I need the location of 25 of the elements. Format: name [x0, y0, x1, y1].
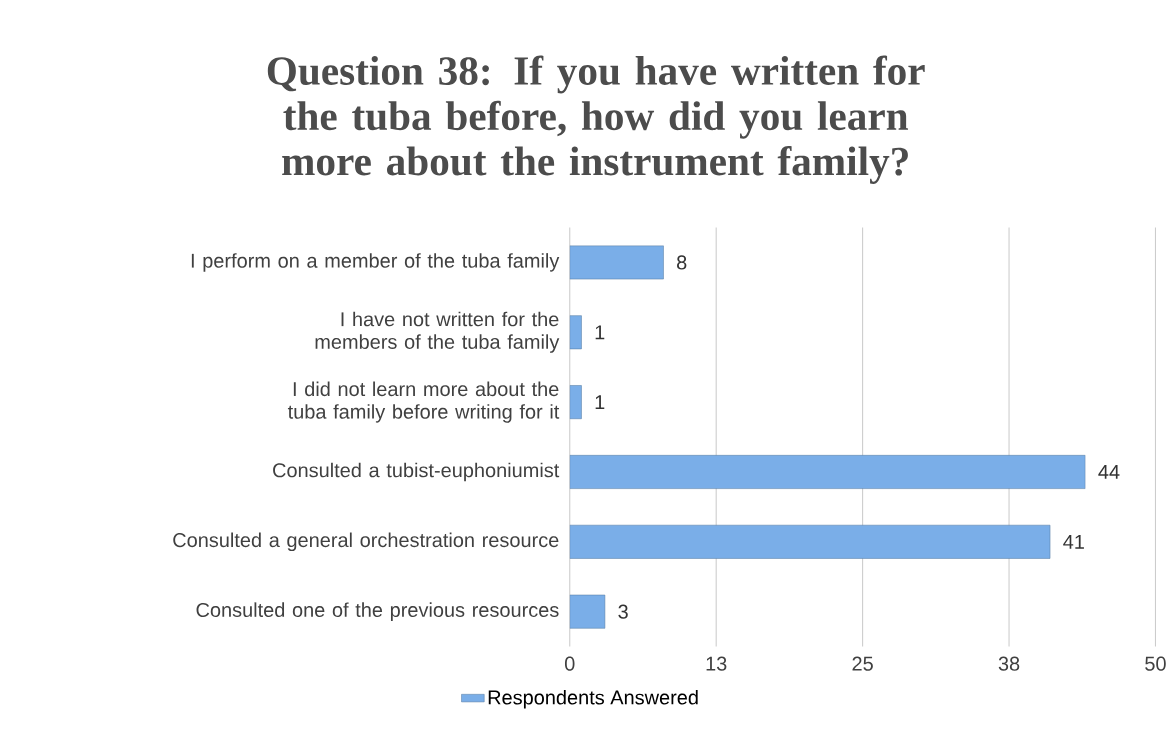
bar: [569, 524, 1051, 559]
y-tick-label: Consulted one of the previous resources: [196, 602, 559, 621]
data-label: 41: [1063, 534, 1084, 549]
chart-title: Question 38: If you have written for the tuba before, how did you learn more about the instrument family?: [267, 55, 925, 184]
data-label: 8: [677, 255, 687, 270]
x-tick-label: 50: [1145, 656, 1166, 671]
bar: [569, 385, 582, 419]
x-tick-label: 25: [852, 656, 873, 671]
bar: [569, 315, 582, 349]
data-label: 3: [618, 604, 628, 619]
bar: [569, 594, 606, 629]
x-tick-label: 38: [998, 656, 1020, 671]
legend-label: Respondents Answered: [488, 689, 698, 709]
data-label: 1: [595, 395, 605, 409]
data-label: 44: [1098, 464, 1120, 479]
y-tick-label: I have not written for the members of the tuba family: [315, 311, 560, 353]
y-tick-label: I perform on a member of the tuba family: [191, 252, 560, 272]
x-tick-label: 0: [564, 656, 575, 671]
bar: [569, 245, 664, 280]
y-tick-label: I did not learn more about the tuba family before writing for it: [287, 381, 560, 423]
y-tick-label: Consulted a general orchestration resource: [173, 532, 559, 551]
data-label: 1: [595, 325, 605, 339]
x-tick-label: 13: [706, 656, 727, 671]
y-tick-label: Consulted a tubist-euphoniumist: [273, 462, 560, 482]
bar: [569, 454, 1086, 489]
